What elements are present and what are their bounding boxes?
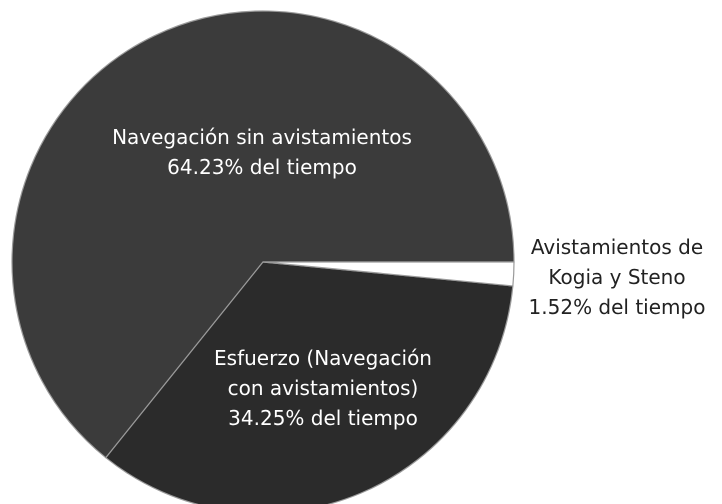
pie-slice <box>262 261 515 287</box>
slice-label: Avistamientos de Kogia y Steno 1.52% del… <box>512 232 722 322</box>
pie-slice <box>11 10 515 459</box>
category-label: Navegación sin avistamientos <box>112 125 412 149</box>
value-label: 34.25% del tiempo <box>228 406 418 430</box>
pie-slice <box>104 261 514 504</box>
slice-label: Navegación sin avistamientos 64.23% del … <box>62 122 462 182</box>
slice-label: Esfuerzo (Navegación con avistamientos) … <box>198 343 448 433</box>
value-label: 64.23% del tiempo <box>167 155 357 179</box>
category-label: Avistamientos de Kogia y Steno <box>530 235 704 289</box>
value-label: 1.52% del tiempo <box>528 295 706 319</box>
category-label: Esfuerzo (Navegación con avistamientos) <box>214 346 432 400</box>
